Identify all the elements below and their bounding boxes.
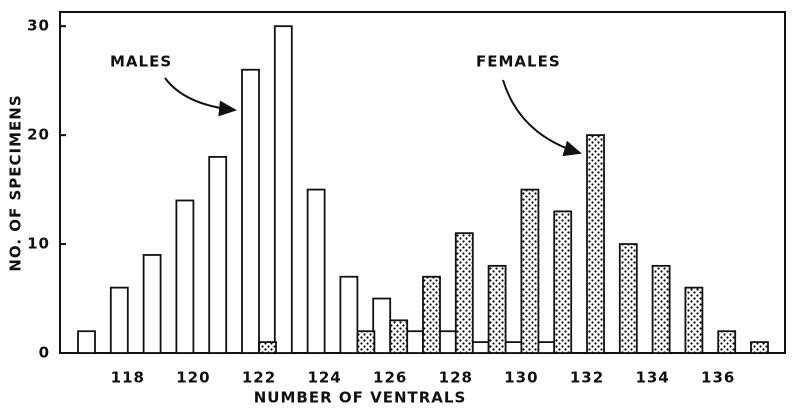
bar [717,330,737,354]
bar [405,330,424,354]
bar [175,199,195,354]
x-tick-label: 118 [111,369,145,387]
bar [77,330,96,354]
bar [389,319,409,354]
bar [306,188,326,354]
bar [503,341,523,354]
bar [258,341,277,354]
bar [470,341,490,354]
x-axis-label: NUMBER OF VENTRALS [254,389,467,407]
bar [454,232,474,354]
bar [339,275,359,354]
bar [109,286,129,354]
bar [618,243,638,354]
bar [750,341,769,354]
x-tick-label: 130 [504,369,538,387]
x-tick-label: 122 [242,369,276,387]
x-tick-label: 132 [570,369,604,387]
bar [422,275,441,354]
annotation: FEMALES [476,53,561,71]
x-tick-label: 120 [176,369,210,387]
bar [536,341,556,354]
bar [142,254,162,354]
bar [356,330,376,354]
x-tick-label: 128 [439,369,473,387]
y-tick-label: 30 [27,17,50,35]
bar [651,264,671,354]
bar [553,210,573,354]
bar [241,68,260,354]
x-tick-label: 126 [373,369,407,387]
bar [586,134,605,354]
annotation: MALES [110,53,172,71]
x-tick-label: 124 [307,369,341,387]
bar [372,297,392,354]
arrow [164,77,237,117]
bar [520,188,540,354]
bar [437,330,457,354]
y-tick-label: 20 [27,126,50,144]
y-axis-label: NO. OF SPECIMENS [7,94,25,271]
y-tick-label: 10 [27,235,50,253]
bar [273,25,293,354]
arrow [502,79,582,157]
bar [684,286,704,354]
x-tick-label: 136 [701,369,735,387]
x-tick-label: 134 [635,369,669,387]
bar [208,155,228,354]
bar [487,264,507,354]
y-tick-label: 0 [39,344,50,362]
